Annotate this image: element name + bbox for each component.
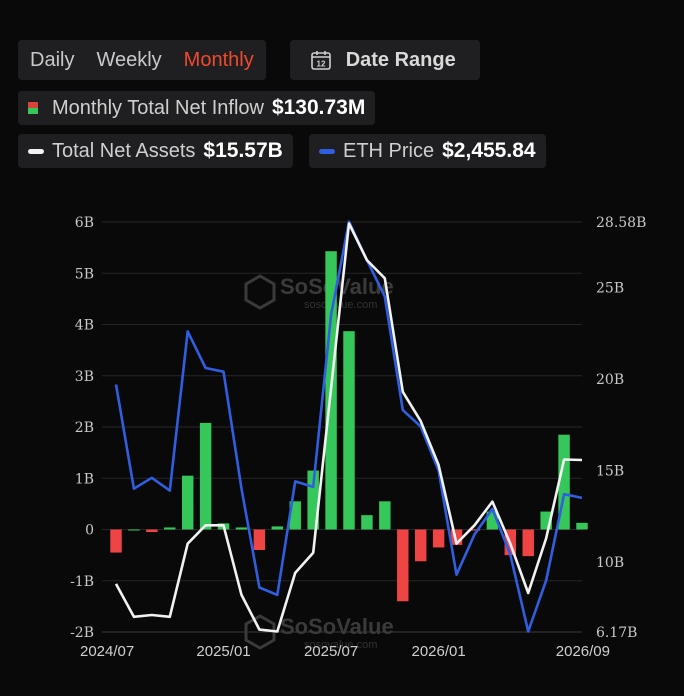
date-range-button[interactable]: 12 Date Range	[289, 40, 480, 80]
net-inflow-bar	[235, 527, 248, 530]
x-axis-tick-label: 2025/07	[304, 643, 358, 660]
x-axis-tick-label: 2026/01	[411, 643, 465, 660]
eth-price-label: ETH Price	[343, 139, 435, 162]
net-inflow-bar	[379, 501, 391, 530]
period-monthly[interactable]: Monthly	[183, 48, 254, 71]
net-inflow-bar	[414, 529, 427, 562]
eth-line-swatch-icon	[319, 148, 335, 154]
watermark-hex-icon	[244, 274, 276, 310]
net-inflow-bar	[181, 475, 194, 530]
period-daily[interactable]: Daily	[30, 48, 75, 71]
period-selector: Daily Weekly Monthly	[18, 40, 266, 80]
left-axis-tick-label: 2B	[75, 420, 94, 436]
left-axis-tick-label: -2B	[70, 625, 94, 641]
gridlines	[102, 221, 582, 633]
left-axis-tick-label: -1B	[70, 574, 94, 590]
x-axis-labels: 2024/07 2025/01 2025/07 2026/01 2026/09	[80, 643, 610, 660]
left-axis-tick-label: 3B	[75, 369, 94, 385]
net-inflow-bar	[164, 527, 176, 530]
left-axis-tick-label: 1B	[75, 471, 94, 487]
right-axis-tick-label: 10B	[596, 555, 624, 571]
net-inflow-bar	[199, 422, 212, 530]
legend-total-net-assets[interactable]: Total Net Assets $15.57B	[18, 134, 293, 168]
calendar-day-number: 12	[316, 60, 325, 69]
net-inflow-value: $130.73M	[271, 96, 366, 119]
total-net-assets-value: $15.57B	[203, 139, 283, 162]
legend-net-inflow[interactable]: Monthly Total Net Inflow $130.73M	[18, 91, 376, 125]
net-inflow-bar	[110, 529, 122, 553]
net-inflow-chart: SoSoValuesosovalue.comSoSoValuesosovalue…	[70, 215, 646, 660]
left-axis-tick-label: 4B	[75, 318, 94, 334]
assets-line-swatch-icon	[28, 148, 44, 154]
net-inflow-bar	[361, 515, 373, 530]
net-inflow-bar	[558, 434, 570, 530]
total-net-assets-line	[114, 222, 583, 633]
net-inflow-bar	[397, 529, 409, 602]
eth-price-value: $2,455.84	[442, 139, 536, 162]
watermark-hex-icon	[244, 614, 276, 650]
x-axis-tick-label: 2024/07	[80, 643, 134, 660]
net-inflow-bar	[289, 501, 301, 530]
watermark: SoSoValuesosovalue.comSoSoValuesosovalue…	[244, 274, 394, 651]
net-inflow-bar	[486, 511, 499, 530]
net-inflow-label: Monthly Total Net Inflow	[52, 96, 264, 119]
right-axis-tick-label: 15B	[596, 463, 624, 479]
watermark-brand: SoSoValue	[280, 614, 394, 639]
x-axis-tick-label: 2025/01	[196, 643, 250, 660]
period-weekly[interactable]: Weekly	[96, 48, 162, 71]
left-axis-tick-label: 6B	[75, 215, 94, 231]
net-inflow-bar	[146, 529, 158, 533]
left-axis-tick-label: 5B	[75, 266, 94, 282]
watermark-site: sosovalue.com	[304, 639, 377, 651]
chart-lines	[114, 220, 583, 633]
calendar-icon: 12	[310, 51, 331, 70]
net-inflow-swatch-icon	[28, 102, 38, 114]
right-axis-labels: 28.58B 25B 20B 15B 10B 6.17B	[596, 215, 646, 641]
date-range-label: Date Range	[345, 48, 456, 71]
left-axis-tick-label: 0	[85, 523, 94, 539]
x-axis-tick-label: 2026/09	[556, 643, 610, 660]
left-axis-labels: 6B 5B 4B 3B 2B 1B 0 -1B -2B	[70, 215, 94, 641]
right-axis-tick-label: 20B	[596, 372, 624, 388]
net-inflow-bar	[540, 511, 552, 530]
net-inflow-bar	[450, 529, 463, 545]
net-inflow-bar	[271, 526, 284, 530]
net-inflow-bar	[576, 522, 588, 530]
right-axis-tick-label: 6.17B	[596, 625, 637, 641]
right-axis-tick-label: 28.58B	[596, 215, 646, 231]
right-axis-tick-label: 25B	[596, 280, 624, 296]
net-inflow-bar	[307, 470, 319, 530]
eth-price-line	[114, 220, 583, 633]
legend-eth-price[interactable]: ETH Price $2,455.84	[309, 134, 546, 168]
net-inflow-bar	[468, 529, 481, 531]
net-inflow-bar	[343, 331, 355, 530]
net-inflow-bar	[128, 529, 140, 531]
toolbar: Daily Weekly Monthly 12 Date Range	[18, 40, 480, 80]
net-inflow-bar	[522, 529, 534, 557]
net-inflow-bar	[253, 529, 266, 550]
net-inflow-bar	[432, 529, 445, 548]
total-net-assets-label: Total Net Assets	[52, 139, 196, 162]
